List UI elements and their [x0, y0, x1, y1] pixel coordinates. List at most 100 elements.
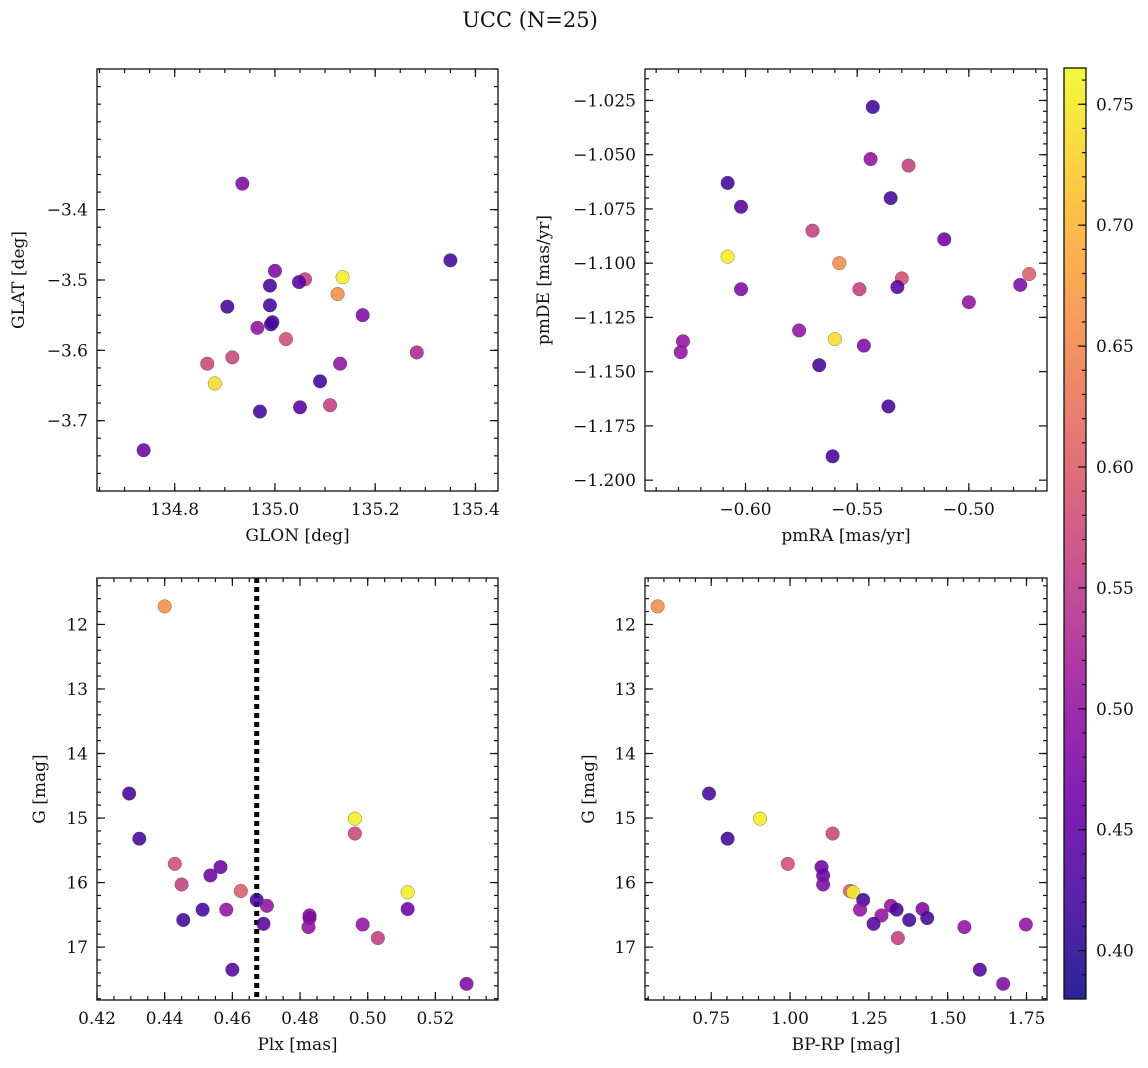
scatter-point — [957, 920, 972, 935]
colorbar-tick-label: 0.55 — [1096, 579, 1134, 599]
scatter-point — [132, 831, 147, 846]
y-tick-label: 13 — [614, 680, 636, 700]
y-tick-label: −3.4 — [47, 201, 88, 221]
panel-color-g: 0.75 1.00 1.25 1.50 1.75 12 13 14 15 16 17 BP-RP [m… — [579, 577, 1048, 1055]
y-tick-label: 14 — [66, 745, 88, 765]
scatter-point — [122, 786, 137, 801]
scatter-point — [259, 898, 274, 913]
scatter-point — [235, 176, 250, 191]
scatter-point — [780, 856, 795, 871]
colorbar-frame — [1063, 67, 1087, 1000]
colorbar-tick-label: 0.40 — [1096, 942, 1134, 962]
scatter-point — [673, 345, 688, 360]
x-tick-label: 0.44 — [146, 1009, 184, 1029]
y-tick-label: 14 — [614, 745, 636, 765]
scatter-point — [972, 962, 987, 977]
scatter-point — [220, 299, 235, 314]
scatter-point — [720, 831, 735, 846]
scatter-point — [263, 317, 278, 332]
scatter-point — [207, 376, 222, 391]
y-tick-label: 17 — [614, 938, 636, 958]
colorbar: 0.40 0.45 0.50 0.55 0.60 0.65 0.70 0.75 — [1063, 67, 1134, 1000]
scatter-point — [825, 449, 840, 464]
scatter-point — [459, 976, 474, 991]
y-tick-label: −1.100 — [573, 254, 636, 274]
scatter-point — [1013, 277, 1028, 292]
scatter-point — [195, 902, 210, 917]
y-tick-label: −1.125 — [573, 308, 636, 328]
scatter-point — [890, 931, 905, 946]
x-tick-label: 0.50 — [349, 1009, 387, 1029]
x-axis-label: Plx [mas] — [257, 1035, 337, 1055]
y-axis-label: G [mag] — [579, 754, 599, 823]
y-tick-label: 12 — [614, 615, 636, 635]
colorbar-tick-label: 0.50 — [1096, 700, 1134, 720]
colorbar-tick-label: 0.75 — [1096, 95, 1134, 115]
y-tick-label: −3.5 — [47, 271, 88, 291]
y-tick-label: 13 — [66, 680, 88, 700]
x-tick-label: 0.52 — [416, 1009, 454, 1029]
y-tick-label: 16 — [66, 874, 88, 894]
scatter-point — [409, 345, 424, 360]
scatter-point — [865, 100, 880, 114]
scatter-point — [174, 877, 189, 892]
x-tick-label: −0.60 — [719, 500, 771, 520]
x-tick-label: 135.4 — [451, 500, 500, 520]
colorbar-tick-label: 0.45 — [1096, 821, 1134, 841]
y-tick-label: −1.175 — [573, 417, 636, 437]
colorbar-gradient — [1064, 68, 1086, 999]
scatter-point — [816, 877, 831, 892]
scatter-point — [136, 443, 151, 458]
scatter-point — [256, 916, 271, 931]
y-tick-label: 15 — [614, 809, 636, 829]
scatter-point — [333, 356, 348, 371]
scatter-point — [225, 962, 240, 977]
y-tick-label: −1.075 — [573, 200, 636, 220]
scatter-point — [805, 223, 820, 238]
scatter-point — [330, 287, 345, 302]
y-tick-label: 17 — [66, 938, 88, 958]
scatter-point — [889, 902, 904, 917]
scatter-point — [400, 885, 415, 900]
plot-frame — [96, 68, 499, 492]
x-axis-label: BP-RP [mag] — [792, 1035, 901, 1055]
x-tick-label: 0.48 — [281, 1009, 319, 1029]
scatter-point — [856, 338, 871, 353]
scatter-point — [832, 256, 847, 271]
scatter-point — [702, 786, 716, 801]
scatter-point — [734, 199, 748, 214]
y-tick-label: −3.6 — [47, 341, 88, 361]
scatter-point — [720, 249, 735, 264]
scatter-point — [937, 232, 952, 247]
scatter-point — [400, 902, 415, 916]
plot-frame — [96, 577, 499, 1001]
scatter-point — [167, 856, 182, 871]
scatter-point — [323, 398, 338, 413]
x-tick-label: 134.8 — [150, 500, 199, 520]
y-tick-label: −1.050 — [573, 146, 636, 166]
scatter-point — [650, 599, 665, 614]
scatter-point — [866, 916, 881, 931]
panel-glon-glat: 134.8 135.0 135.2 135.4 −3.4 −3.5 −3.6 −3.7 GLON… — [9, 68, 500, 546]
scatter-point — [1018, 917, 1033, 932]
x-tick-label: −0.50 — [943, 500, 995, 520]
scatter-point — [961, 295, 976, 310]
x-axis-label: GLON [deg] — [245, 526, 349, 546]
colorbar-tick-label: 0.70 — [1096, 216, 1134, 236]
scatter-point — [920, 911, 935, 926]
x-tick-label: 1.50 — [929, 1009, 967, 1029]
scatter-point — [902, 913, 917, 927]
plot-frame — [644, 68, 1048, 492]
scatter-point — [233, 884, 248, 898]
x-tick-label: −0.55 — [831, 500, 883, 520]
scatter-point — [863, 152, 878, 166]
y-tick-label: −1.200 — [573, 471, 636, 491]
y-axis-label: pmDE [mas/yr] — [534, 215, 554, 345]
scatter-point — [720, 175, 735, 190]
scatter-point — [176, 913, 191, 927]
scatter-point — [812, 358, 827, 373]
scatter-point — [347, 811, 362, 826]
scatter-point — [313, 374, 328, 389]
scatter-point — [262, 298, 277, 313]
scatter-point — [293, 400, 307, 415]
